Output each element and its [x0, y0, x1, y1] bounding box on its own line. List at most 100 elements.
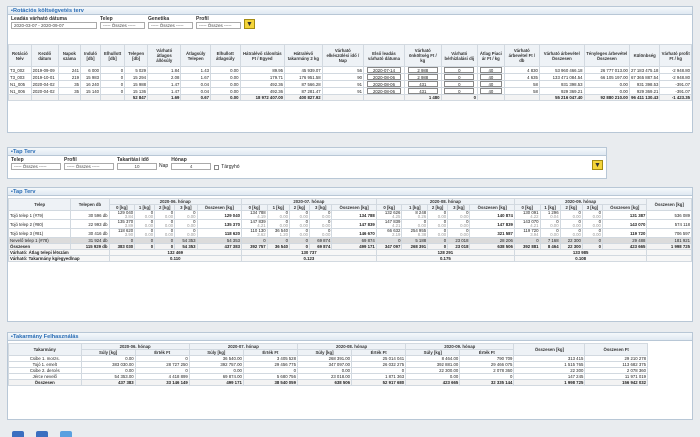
editable-cell[interactable]: 0 — [440, 73, 478, 81]
cell: 0 0.00 — [134, 219, 156, 229]
genetika-select[interactable]: ----- Összes ----- — [148, 22, 193, 29]
cell-subvalue: 0.00 — [187, 214, 196, 219]
cell: 1.43 — [180, 66, 212, 74]
cell-input[interactable]: 40 — [480, 81, 502, 87]
table-row[interactable]: N1_005 2020-04-02 35 16 240 0 15 988 1.47 0.04 0… — [8, 80, 692, 88]
editable-cell[interactable]: 40 — [476, 80, 505, 88]
cell-input[interactable]: 0 — [444, 81, 475, 87]
cell: 0.04 — [180, 87, 212, 95]
cell-input[interactable]: 0 — [444, 88, 475, 94]
cell: 1.47 — [147, 87, 182, 95]
cell-input[interactable]: 2020-08-06 — [366, 88, 402, 94]
date-range-input[interactable]: 2020-03-07 - 2020-09-07 — [11, 22, 97, 29]
cell-input[interactable]: 0 — [444, 67, 475, 73]
editable-cell[interactable]: 431 — [404, 80, 442, 88]
cell-value: 0 — [150, 228, 154, 233]
cell-input[interactable]: 2 988 — [407, 74, 438, 80]
facebook-share-icon[interactable] — [12, 431, 24, 437]
table-row[interactable]: T3_002 2019-09-09 241 6 000 0 5 029 1.84 1.43 0.… — [8, 66, 692, 74]
cell: 134 788 — [331, 210, 377, 220]
facebook-like-icon[interactable] — [36, 431, 48, 437]
cell: 0.175 — [375, 255, 515, 262]
cell-subvalue: 3.89 — [124, 223, 134, 228]
cell-value: 0 — [193, 210, 196, 215]
editable-cell[interactable]: 2020-08-06 — [362, 80, 406, 88]
cell: 22 993 db — [70, 219, 110, 229]
editable-cell[interactable]: 40 — [476, 66, 505, 74]
cell-value: 0 — [327, 228, 331, 233]
cell: 146 670 — [331, 228, 377, 238]
table-row[interactable]: T3_003 2019-10-01 219 15 983 0 15 294 2.08 1.67… — [8, 73, 692, 81]
column-header: Átlag Piaci ár Ft / kg — [476, 44, 505, 67]
sum-row: Összesen 437 383 33 146 149 499 171 38 540 0… — [8, 379, 648, 386]
editable-cell[interactable]: 2 988 — [404, 73, 442, 81]
cell: 147 839 — [331, 219, 377, 229]
editable-cell[interactable]: 0 — [440, 66, 478, 74]
cell — [503, 94, 540, 101]
cell-input[interactable]: 40 — [480, 74, 502, 80]
table-row: Tojó telep 1 (#79) 30 596 db 129 040 3.84 0 0… — [7, 210, 692, 220]
cell-value: 0 — [423, 219, 427, 224]
cell-value: 0 — [466, 219, 469, 224]
twitter-share-icon[interactable] — [60, 431, 72, 437]
cell-input[interactable]: 0 — [444, 74, 475, 80]
tap-profil-select[interactable]: ----- Összes ----- — [64, 163, 114, 170]
tap-telep-select[interactable]: ----- Összes ----- — [11, 163, 61, 170]
editable-cell[interactable]: 40 — [476, 87, 505, 95]
cell: 0.110 — [108, 255, 242, 262]
targyho-checkbox[interactable] — [214, 164, 220, 170]
editable-cell[interactable]: 0 — [440, 87, 478, 95]
editable-cell[interactable]: 431 — [404, 87, 442, 95]
cell-value: 1 296 — [547, 210, 559, 215]
table-row[interactable]: N1_006 2020-04-02 35 15 140 0 15 136 1.47 0.04 0… — [8, 87, 692, 95]
cell-input[interactable]: 431 — [407, 88, 438, 94]
cell-value: 130 091 — [523, 210, 539, 215]
editable-cell[interactable]: 0 — [440, 80, 478, 88]
editable-cell[interactable]: 2 988 — [404, 66, 442, 74]
cell — [100, 94, 126, 101]
cell-input[interactable]: 2020-07-14 — [366, 67, 402, 73]
cell-input[interactable]: 40 — [480, 67, 502, 73]
cell-value: 0 — [305, 210, 308, 215]
cell: 1 480 — [404, 94, 442, 101]
cell: 0 0.00 — [427, 219, 449, 229]
cell-subvalue: 0.00 — [164, 232, 174, 237]
editable-cell[interactable]: 2020-07-14 — [362, 66, 406, 74]
cell-value: 135 370 — [117, 219, 134, 224]
filter-icon[interactable]: ▼ — [244, 19, 255, 29]
cell: 118 620 — [196, 228, 242, 238]
cell-input[interactable]: 2 988 — [407, 67, 438, 73]
table-row: Csibe 1. morzs. 0.00 0 36 540.00 3 405 528 26… — [8, 355, 648, 362]
cell-subvalue: 0.00 — [437, 223, 447, 228]
column-header: Várható árbevétel Összesen — [538, 44, 585, 67]
editable-cell[interactable]: 2020-08-06 — [362, 87, 406, 95]
cell: 931 398.53 — [628, 80, 661, 88]
rotation-title: Rotációs költségvetés terv — [8, 7, 692, 15]
cell-value: 0 — [466, 228, 469, 233]
cell: 2.08 — [147, 73, 182, 81]
cell: 2019-09-09 — [30, 66, 59, 74]
editable-cell[interactable]: 2020-08-06 — [362, 73, 406, 81]
cell: 26 777 013.00 — [583, 66, 630, 74]
column-header: Napok száma — [57, 44, 82, 67]
cell-input[interactable]: 431 — [407, 81, 438, 87]
profil-select[interactable]: ----- Összes ----- — [196, 22, 241, 29]
row-total: 574 118 — [646, 219, 692, 229]
editable-cell[interactable]: 40 — [476, 73, 505, 81]
cell-subvalue: 0.00 — [299, 232, 308, 237]
cell-input[interactable]: 2020-08-06 — [366, 81, 402, 87]
cell-subvalue: 3.90 — [124, 232, 134, 237]
takaritasi-ido-input[interactable]: 10 — [117, 163, 157, 170]
telep-select[interactable]: ----- Összes ----- — [100, 22, 145, 29]
cell: 1.47 — [147, 80, 182, 88]
cell-input[interactable]: 40 — [480, 88, 502, 94]
cell: 143 070 4.21 — [513, 219, 541, 229]
cell: 90 — [321, 73, 364, 81]
cell-input[interactable]: 2020-08-06 — [366, 74, 402, 80]
tap-filters: Telep ----- Összes ----- Profil ----- Össz… — [8, 156, 606, 171]
cell: 437 383 — [80, 379, 136, 386]
tap-filter-icon[interactable]: ▼ — [592, 160, 603, 170]
honap-input[interactable]: 4 — [171, 163, 212, 170]
cell: Összesen — [8, 379, 82, 386]
